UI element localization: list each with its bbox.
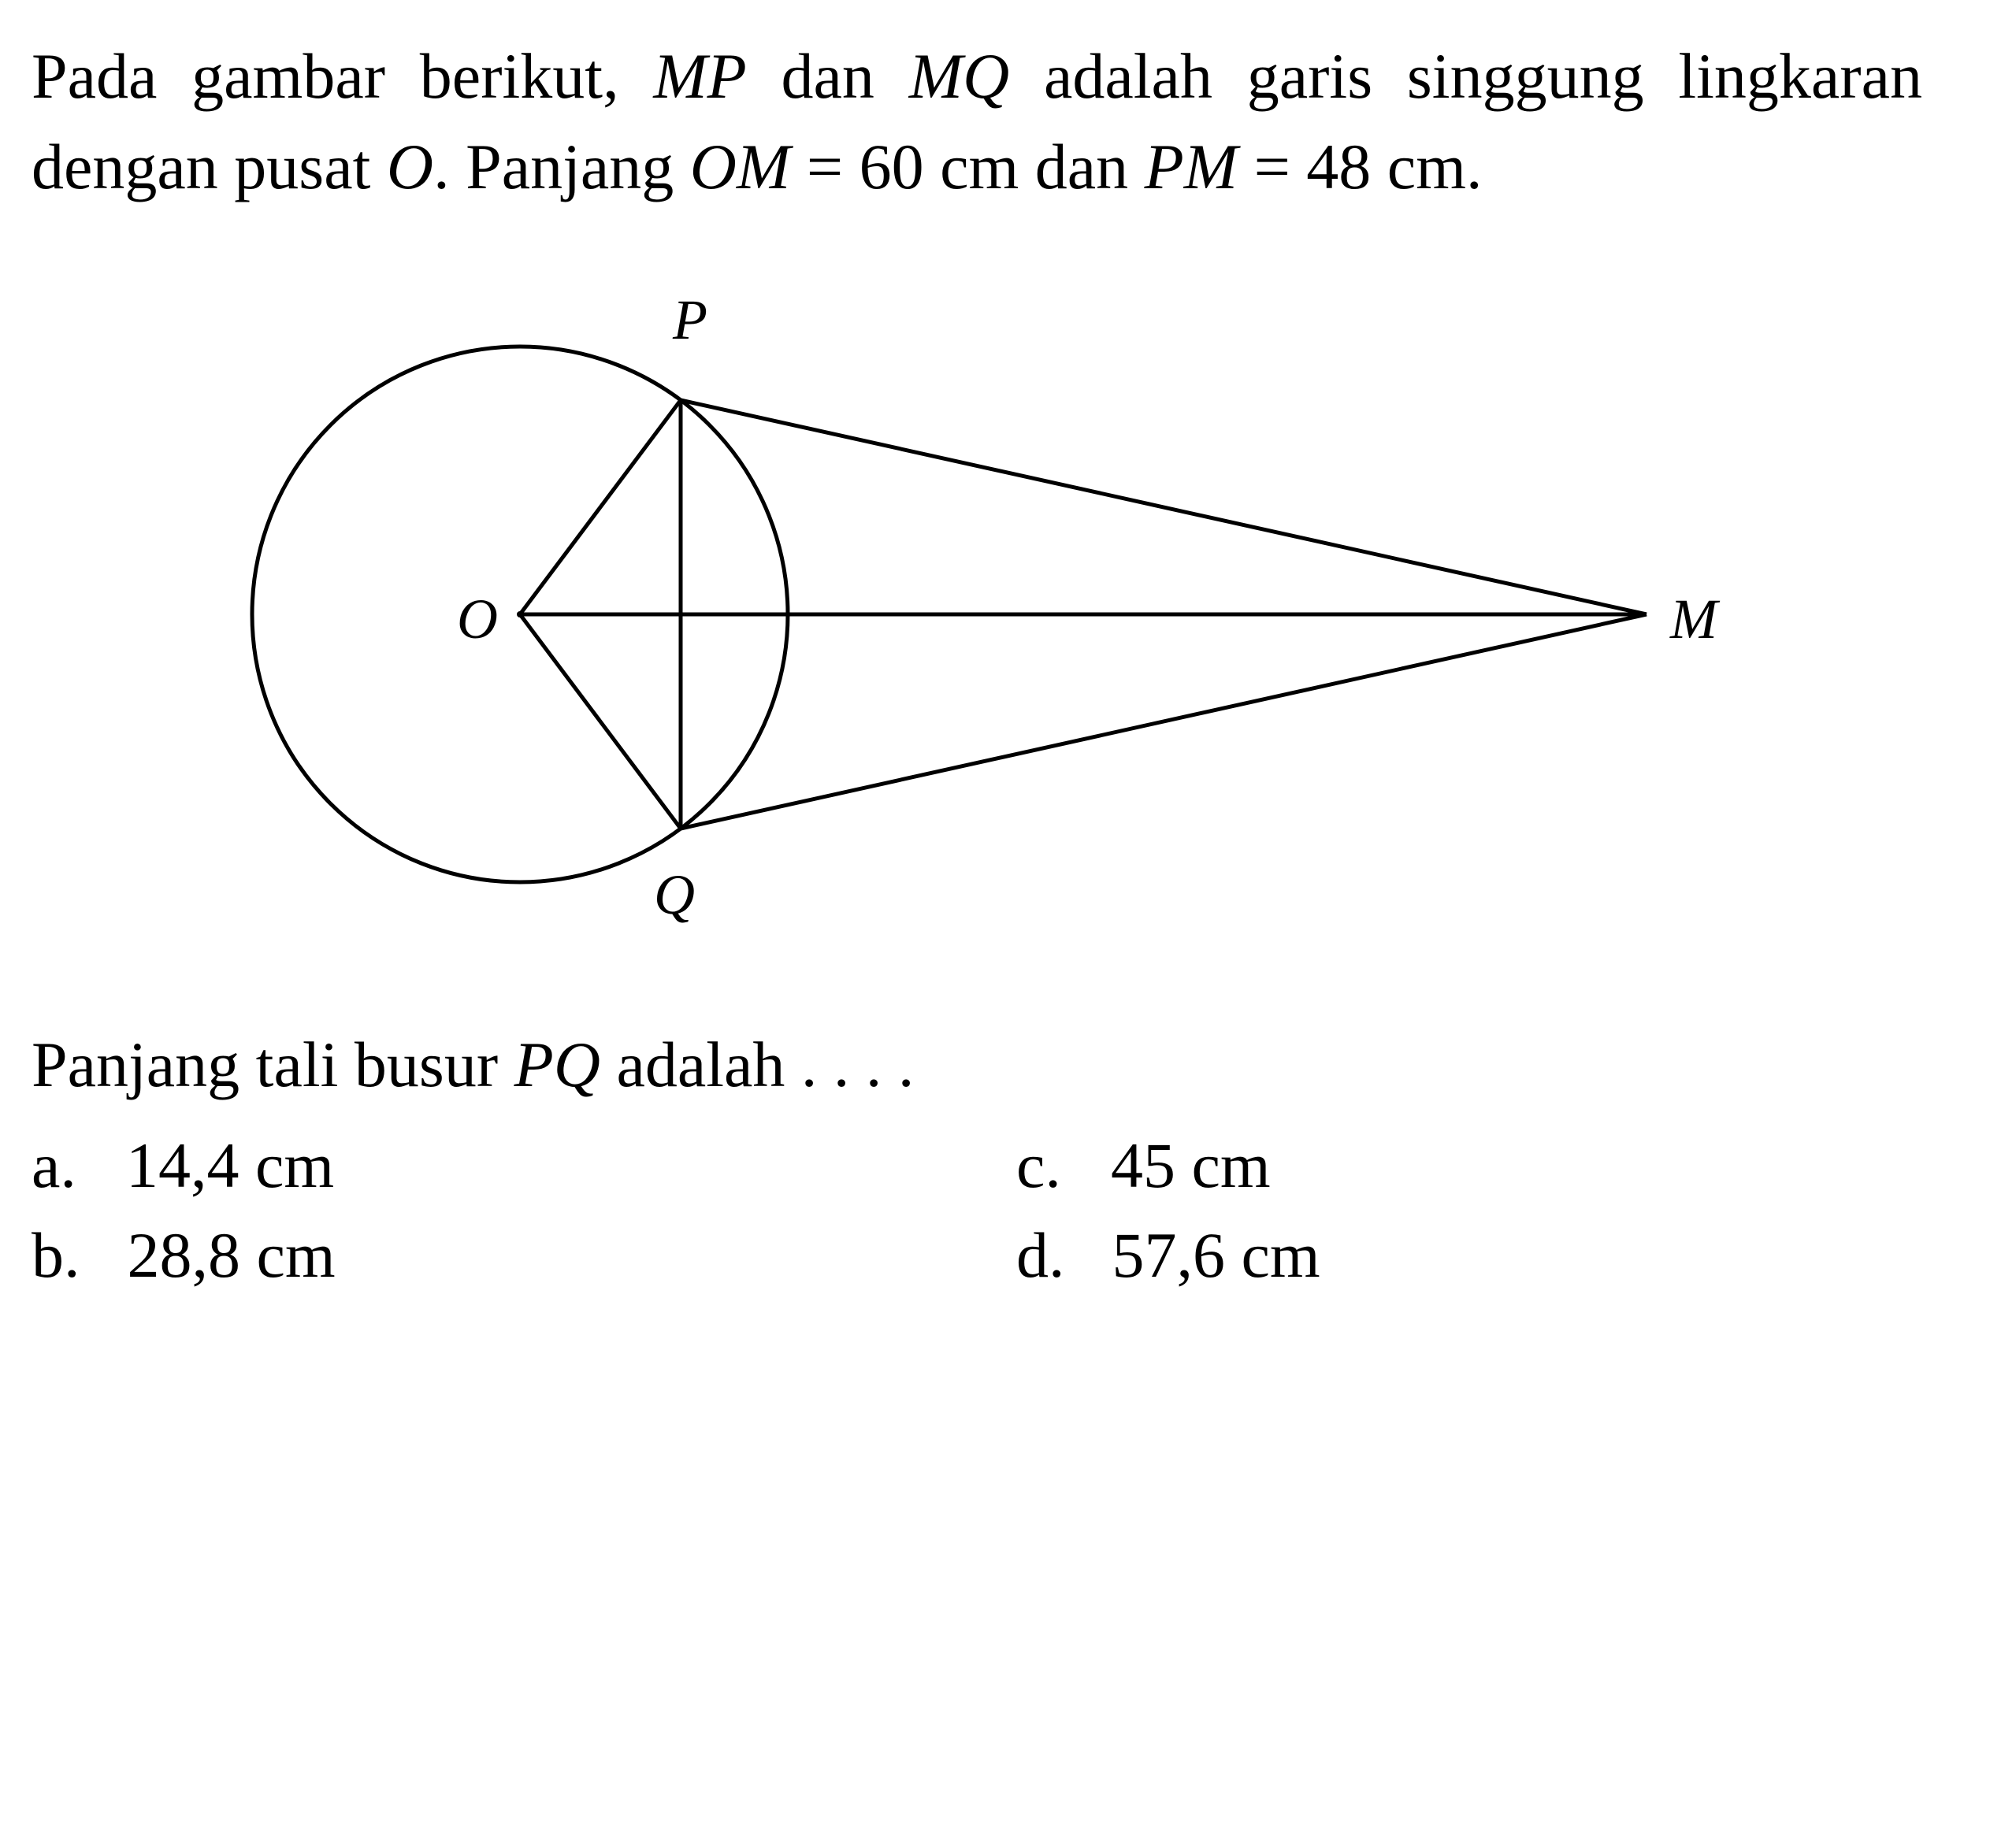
var-mp: MP	[653, 40, 746, 112]
diagram-container: O P Q M	[32, 260, 1922, 969]
text-part: Pada gambar berikut,	[32, 40, 653, 112]
text-part: dan	[747, 40, 909, 112]
option-value: 28,8 cm	[128, 1218, 336, 1292]
text-part: adalah . . . .	[600, 1029, 914, 1100]
var-pm: PM	[1145, 131, 1238, 202]
text-part: Panjang tali busur	[32, 1029, 514, 1100]
option-value: 45 cm	[1111, 1129, 1271, 1203]
option-value: 14,4 cm	[126, 1129, 334, 1203]
question-container: Pada gambar berikut, MP dan MQ adalah ga…	[32, 32, 1922, 1292]
option-c: c. 45 cm	[1016, 1129, 1922, 1203]
option-label: d.	[1016, 1218, 1065, 1292]
geometry-diagram: O P Q M	[189, 260, 1765, 969]
option-label: b.	[32, 1218, 80, 1292]
text-part: = 48 cm.	[1238, 131, 1482, 202]
var-pq: PQ	[514, 1029, 600, 1100]
svg-text:M: M	[1669, 588, 1721, 651]
option-d: d. 57,6 cm	[1016, 1218, 1922, 1292]
option-label: a.	[32, 1129, 79, 1203]
answer-prompt: Panjang tali busur PQ adalah . . . .	[32, 1016, 1922, 1113]
option-b: b. 28,8 cm	[32, 1218, 937, 1292]
var-o: O	[387, 131, 433, 202]
option-a: a. 14,4 cm	[32, 1129, 937, 1203]
text-part: = 60 cm dan	[790, 131, 1144, 202]
svg-text:Q: Q	[654, 863, 695, 926]
text-part: Panjang	[466, 131, 690, 202]
svg-text:O: O	[457, 588, 498, 651]
option-value: 57,6 cm	[1112, 1218, 1320, 1292]
var-mq: MQ	[909, 40, 1010, 112]
text-part: .	[433, 131, 450, 202]
var-om: OM	[690, 131, 791, 202]
question-text: Pada gambar berikut, MP dan MQ adalah ga…	[32, 32, 1922, 213]
svg-text:P: P	[672, 288, 707, 351]
option-label: c.	[1016, 1129, 1064, 1203]
text-part: adalah	[1009, 40, 1212, 112]
options-grid: a. 14,4 cm c. 45 cm b. 28,8 cm d. 57,6 c…	[32, 1129, 1922, 1292]
